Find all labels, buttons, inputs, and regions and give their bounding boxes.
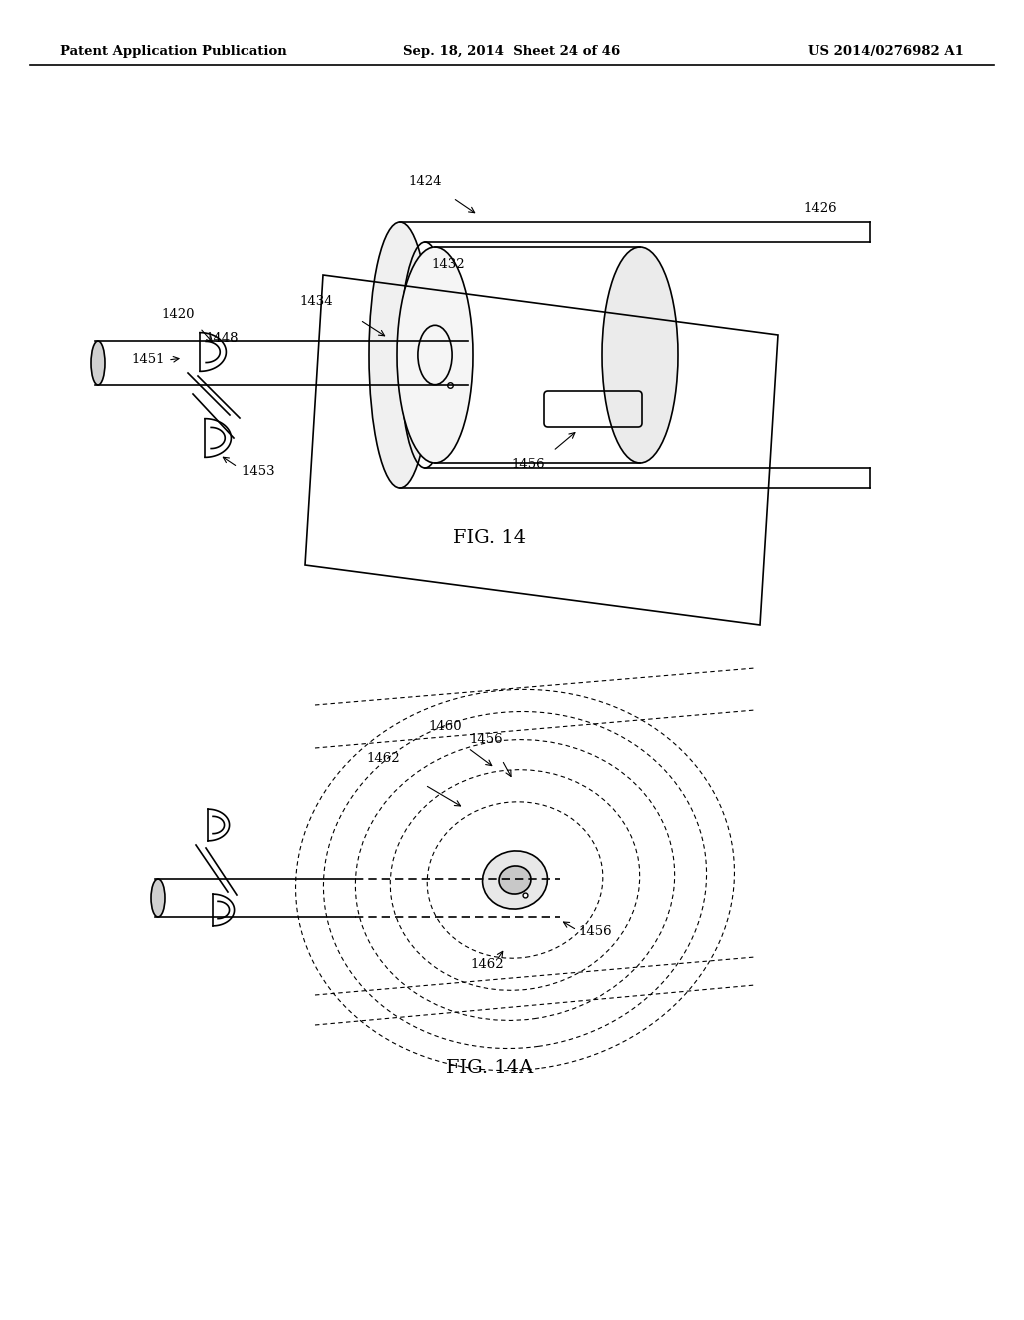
Ellipse shape <box>369 222 431 488</box>
Text: 1453: 1453 <box>242 465 274 478</box>
Text: US 2014/0276982 A1: US 2014/0276982 A1 <box>808 45 964 58</box>
Text: 1456: 1456 <box>579 925 611 939</box>
Text: 1434: 1434 <box>299 294 333 308</box>
Text: 1420: 1420 <box>161 308 195 321</box>
Text: 1448: 1448 <box>205 333 239 345</box>
Ellipse shape <box>482 851 548 909</box>
Text: 1462: 1462 <box>470 958 504 972</box>
Text: Sep. 18, 2014  Sheet 24 of 46: Sep. 18, 2014 Sheet 24 of 46 <box>403 45 621 58</box>
Text: 1451: 1451 <box>131 352 165 366</box>
Text: 1462: 1462 <box>367 752 399 766</box>
Text: 1456: 1456 <box>511 458 545 471</box>
Ellipse shape <box>91 341 105 385</box>
Text: 1426: 1426 <box>803 202 837 215</box>
Text: 1460: 1460 <box>428 719 462 733</box>
Ellipse shape <box>499 866 531 894</box>
Ellipse shape <box>397 247 473 463</box>
Text: Patent Application Publication: Patent Application Publication <box>60 45 287 58</box>
Text: FIG. 14: FIG. 14 <box>454 529 526 546</box>
Ellipse shape <box>151 879 165 917</box>
Ellipse shape <box>602 247 678 463</box>
Text: 1456: 1456 <box>469 733 503 746</box>
Text: FIG. 14A: FIG. 14A <box>446 1059 534 1077</box>
Text: 1432: 1432 <box>431 257 465 271</box>
Text: 1424: 1424 <box>409 176 441 187</box>
